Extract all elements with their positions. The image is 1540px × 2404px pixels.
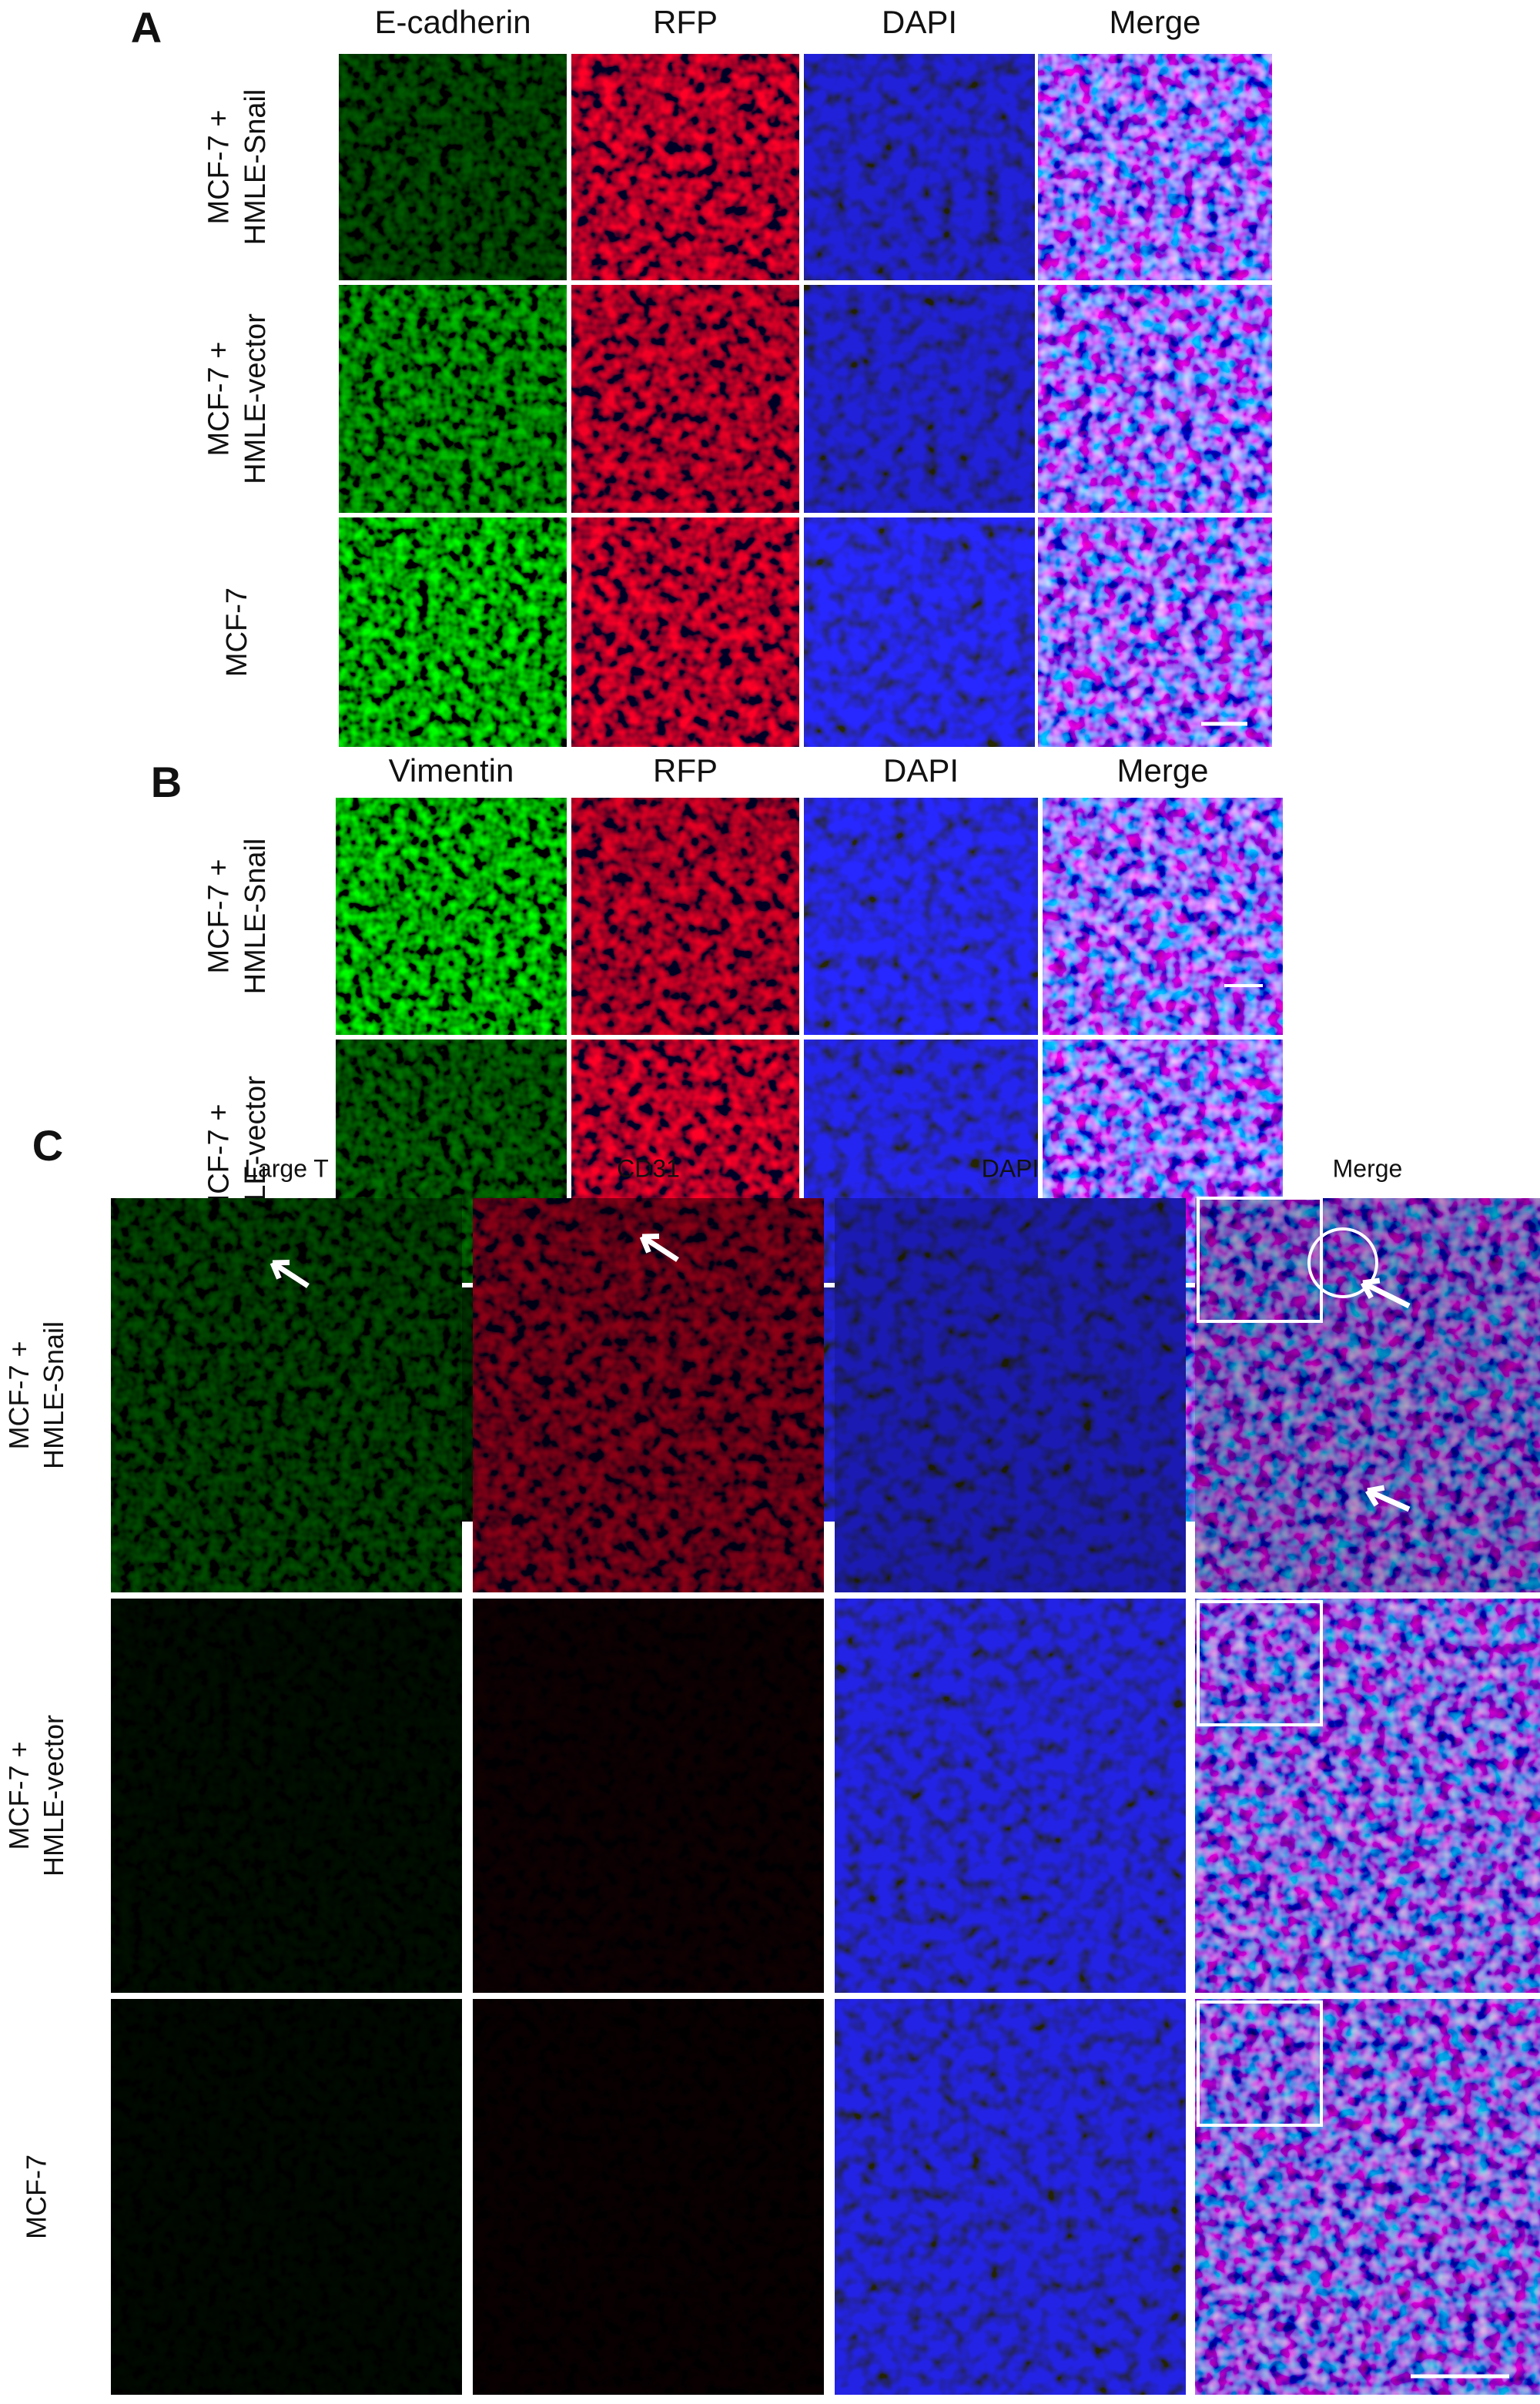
arrow-head [1368, 1488, 1384, 1491]
micrograph [339, 517, 567, 747]
row-label: HMLE-Snail [38, 1321, 69, 1469]
micrograph [804, 285, 1035, 513]
column-header: DAPI [982, 1154, 1040, 1182]
row-label: MCF-7 + [203, 859, 235, 974]
micrograph [111, 1198, 462, 1592]
column-header: DAPI [883, 752, 959, 788]
micrograph [835, 1599, 1186, 1993]
micrograph [571, 285, 799, 513]
row-label: MCF-7 [221, 588, 253, 677]
row-label: HMLE-Snail [239, 839, 272, 995]
micrograph [571, 54, 799, 280]
panel-label: A [131, 3, 162, 52]
micrograph [1195, 1599, 1540, 1993]
column-header: RFP [653, 4, 718, 40]
micrograph [571, 517, 799, 747]
column-header: DAPI [882, 4, 957, 40]
column-header: E-cadherin [374, 4, 531, 40]
column-header: Merge [1116, 752, 1208, 788]
column-header: CD31 [617, 1154, 680, 1182]
micrograph [1195, 1999, 1540, 2395]
row-label: MCF-7 + [203, 110, 235, 225]
column-header: Large T [244, 1154, 329, 1182]
panel-label: B [151, 758, 182, 806]
micrograph [571, 798, 799, 1035]
row-label: MCF-7 + [203, 342, 235, 457]
column-header: Merge [1333, 1154, 1403, 1182]
micrograph [111, 1599, 462, 1993]
row-label: MCF-7 + [3, 1741, 35, 1850]
column-header: RFP [653, 752, 718, 788]
micrograph [804, 517, 1035, 747]
arrow-head [1363, 1281, 1380, 1283]
row-label: HMLE-Snail [239, 89, 272, 246]
panel-label: C [32, 1121, 63, 1170]
row-label: HMLE-vector [38, 1715, 69, 1877]
micrograph [473, 1999, 824, 2395]
micrograph [1038, 517, 1272, 747]
micrograph [1043, 798, 1283, 1035]
micrograph [1195, 1198, 1540, 1592]
row-label: MCF-7 + [3, 1341, 35, 1449]
column-header: Vimentin [389, 752, 514, 788]
micrograph [1038, 285, 1272, 513]
micrograph [111, 1999, 462, 2395]
micrograph [473, 1599, 824, 1993]
micrograph [336, 798, 567, 1035]
row-label: MCF-7 [21, 2155, 52, 2239]
column-header: Merge [1109, 4, 1200, 40]
micrograph [804, 798, 1038, 1035]
row-label: HMLE-vector [239, 313, 272, 484]
micrograph [339, 54, 567, 280]
micrograph [473, 1198, 824, 1592]
micrograph [835, 1198, 1186, 1592]
micrograph [835, 1999, 1186, 2395]
micrograph [339, 285, 567, 513]
micrograph [1038, 54, 1272, 280]
micrograph [804, 54, 1035, 280]
